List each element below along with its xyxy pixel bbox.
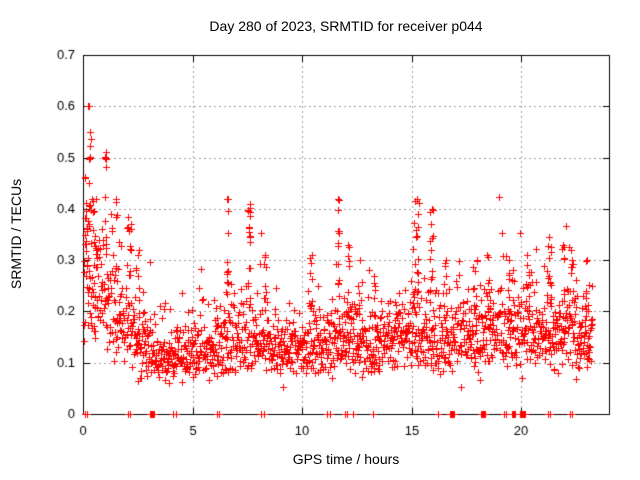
- chart-title: Day 280 of 2023, SRMTID for receiver p04…: [209, 18, 483, 34]
- y-axis-label: SRMTID / TECUs: [8, 178, 24, 290]
- x-axis-label: GPS time / hours: [292, 451, 400, 467]
